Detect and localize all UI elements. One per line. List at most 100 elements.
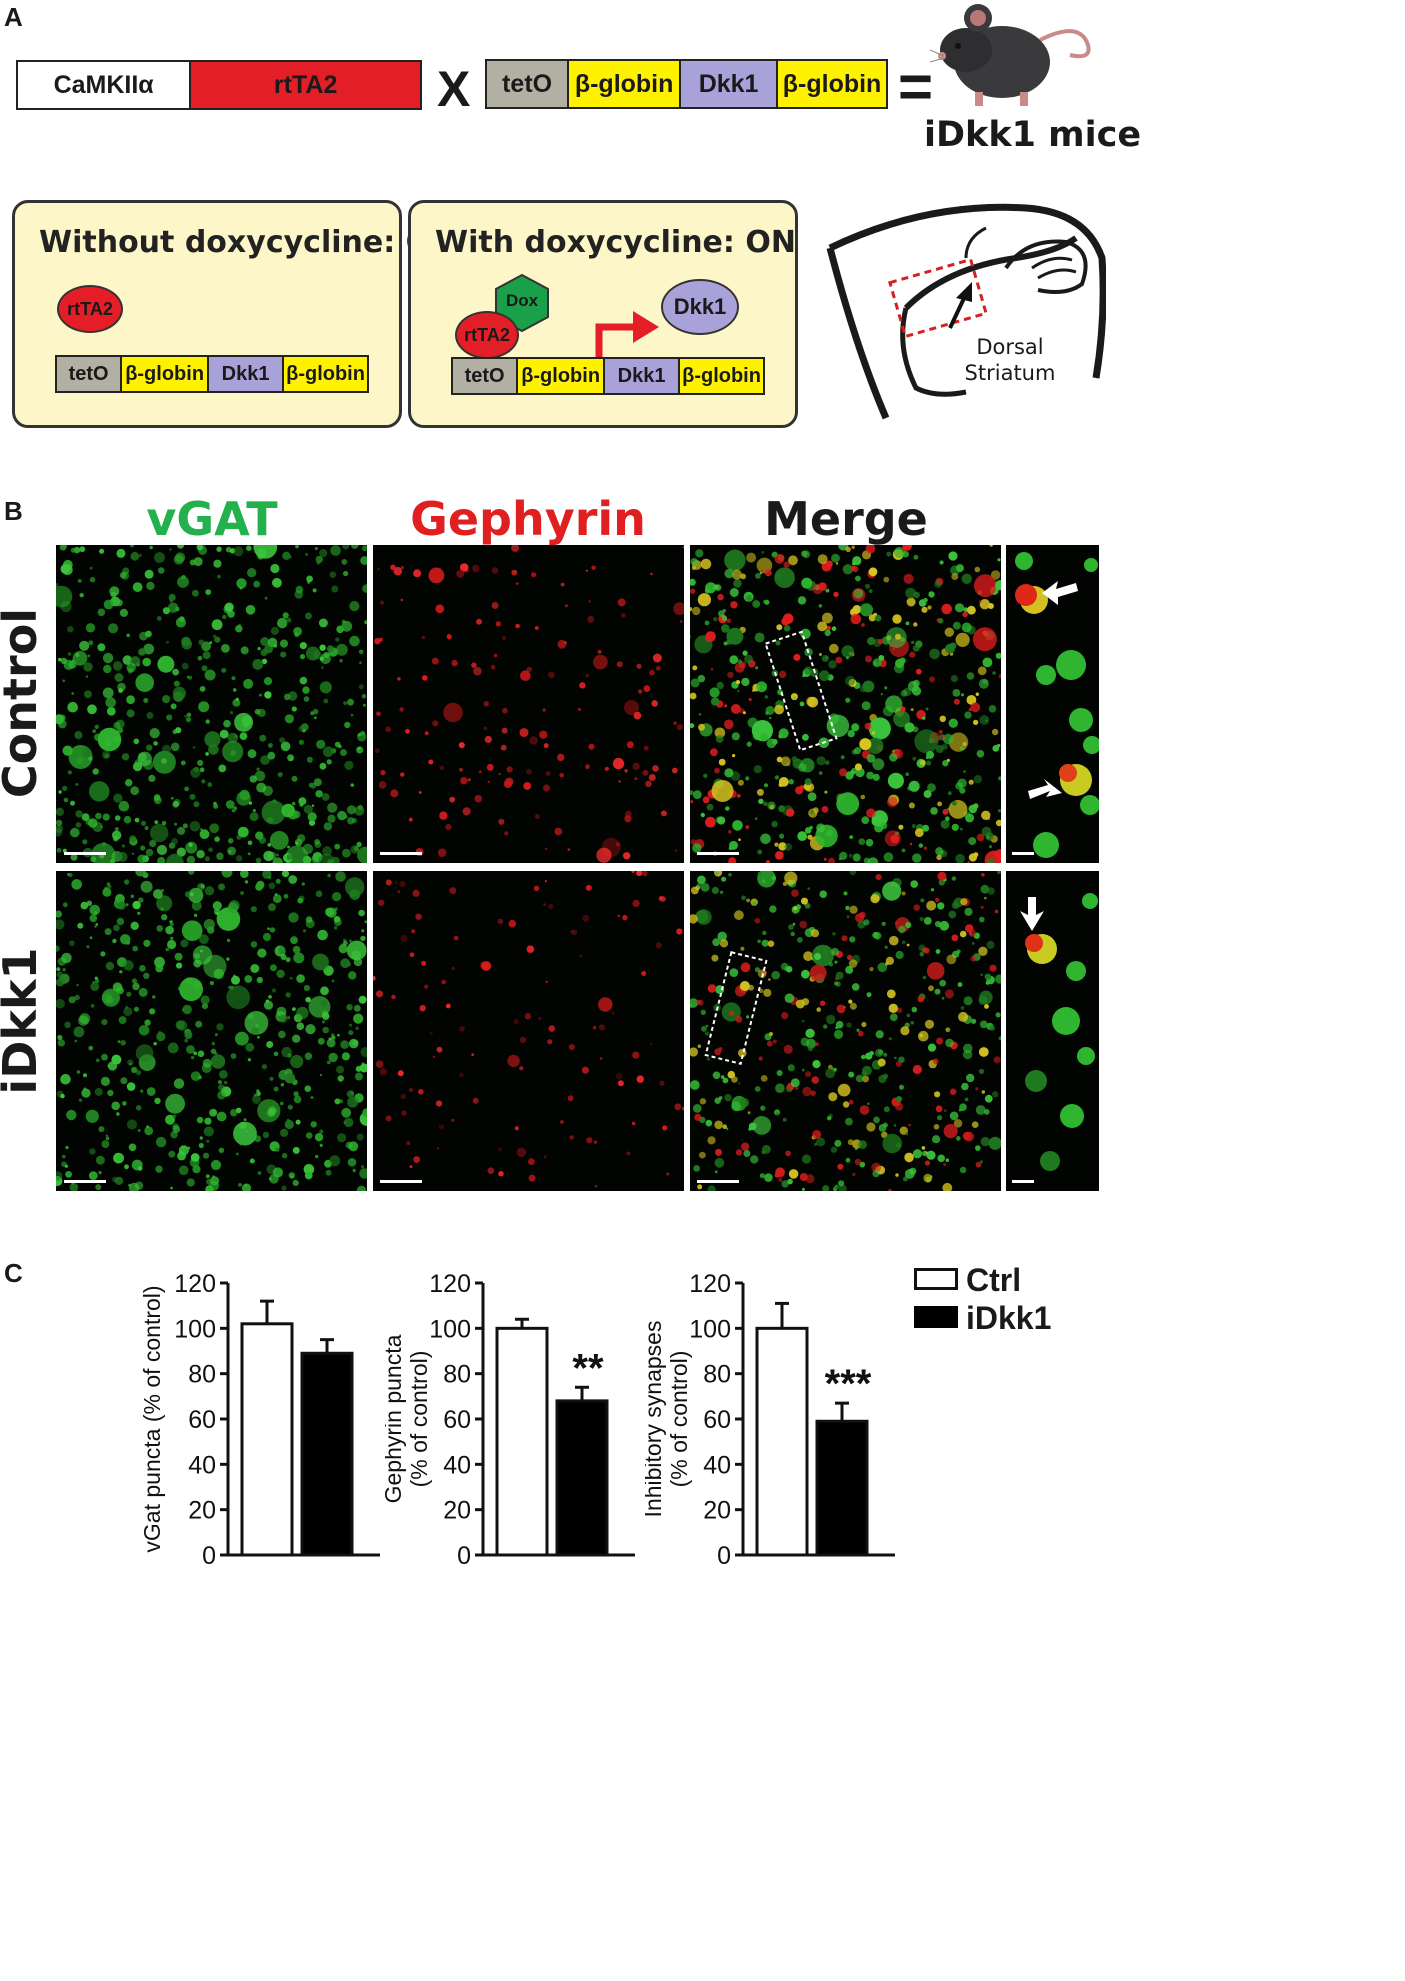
legend-label-idkk1: iDkk1 bbox=[966, 1300, 1052, 1336]
y-tick-label: 80 bbox=[703, 1361, 731, 1389]
bar-ctrl bbox=[240, 1322, 294, 1557]
bar-chart-gephyrin: 0 20 40 60 80 100 120 Gephyrin puncta (% of cont… bbox=[385, 1270, 635, 1565]
off-teto: tetO bbox=[57, 357, 123, 391]
off-state-box: Without doxycycline: OFF rtTA2 tetO β-gl… bbox=[12, 200, 472, 428]
dkk1-segment: Dkk1 bbox=[681, 61, 779, 107]
y-axis-label: Inhibitory synapses bbox=[645, 1321, 666, 1518]
scale-bar bbox=[697, 852, 739, 855]
bar-ctrl bbox=[495, 1326, 549, 1557]
bar-idkk1 bbox=[300, 1351, 354, 1557]
rtta2-protein-on-label: rtTA2 bbox=[464, 324, 510, 345]
panel-label-b: B bbox=[4, 496, 23, 526]
row-label-idkk1: iDkk1 bbox=[0, 947, 47, 1095]
puncta-group bbox=[56, 871, 367, 1191]
dkk1-protein-label: Dkk1 bbox=[673, 294, 727, 319]
y-axis-label: (% of control) bbox=[406, 1351, 432, 1488]
equals-symbol: = bbox=[898, 53, 934, 120]
y-tick-label: 120 bbox=[689, 1270, 731, 1298]
y-tick-label: 100 bbox=[429, 1315, 471, 1343]
puncta-group bbox=[690, 871, 1001, 1191]
legend-label-ctrl: Ctrl bbox=[966, 1262, 1022, 1298]
on-beta-globin-2: β-globin bbox=[680, 359, 763, 393]
scale-bar bbox=[64, 852, 106, 855]
y-tick-label: 0 bbox=[717, 1542, 731, 1565]
y-tick-label: 60 bbox=[443, 1406, 471, 1434]
y-tick-label: 20 bbox=[188, 1497, 216, 1525]
y-tick-label: 40 bbox=[188, 1451, 216, 1479]
scale-bar bbox=[64, 1180, 106, 1183]
y-tick-label: 80 bbox=[188, 1361, 216, 1389]
off-dkk1: Dkk1 bbox=[209, 357, 285, 391]
significance-label: ** bbox=[572, 1346, 604, 1390]
y-tick-label: 0 bbox=[202, 1542, 216, 1565]
scale-bar bbox=[697, 1180, 739, 1183]
off-beta-globin-1: β-globin bbox=[122, 357, 210, 391]
beta-globin-segment-2: β-globin bbox=[778, 61, 886, 107]
micrograph-idkk1-vgat bbox=[56, 871, 367, 1191]
scale-bar bbox=[380, 852, 422, 855]
striatum-label: Striatum bbox=[964, 361, 1056, 385]
off-beta-globin-2: β-globin bbox=[284, 357, 367, 391]
legend-swatch-ctrl bbox=[914, 1268, 958, 1290]
rtta2-protein: rtTA2 bbox=[57, 285, 123, 333]
panel-label-c: C bbox=[4, 1258, 23, 1288]
significance-label: *** bbox=[825, 1362, 872, 1406]
scale-bar bbox=[1012, 852, 1034, 855]
y-tick-label: 40 bbox=[443, 1451, 471, 1479]
brain-sagittal-diagram bbox=[826, 203, 1106, 420]
camkii-promoter: CaMKIIα bbox=[18, 62, 192, 108]
mouse-illustration bbox=[930, 4, 1091, 106]
off-strip: tetO β-globin Dkk1 β-globin bbox=[55, 355, 369, 393]
on-teto: tetO bbox=[453, 359, 519, 393]
y-axis-label: vGat puncta (% of control) bbox=[139, 1285, 165, 1552]
y-tick-label: 60 bbox=[703, 1406, 731, 1434]
y-tick-label: 20 bbox=[443, 1497, 471, 1525]
legend-swatch-idkk1 bbox=[914, 1306, 958, 1328]
column-header-merge: Merge bbox=[764, 492, 928, 546]
camkii-construct: CaMKIIα rtTA2 bbox=[16, 60, 422, 110]
micrograph-idkk1-merge bbox=[690, 871, 1001, 1191]
bar-chart-vgat: 0 20 40 60 80 100 120 vGat puncta (% of control… bbox=[139, 1270, 380, 1565]
dkk1-protein: Dkk1 bbox=[661, 279, 739, 335]
beta-globin-segment-1: β-globin bbox=[569, 61, 682, 107]
micrograph-control-zoom bbox=[1006, 545, 1099, 863]
puncta-group bbox=[690, 545, 1001, 863]
micrograph-idkk1-gephyrin bbox=[373, 871, 684, 1191]
bar-ctrl bbox=[755, 1326, 809, 1557]
y-tick-label: 60 bbox=[188, 1406, 216, 1434]
y-tick-label: 20 bbox=[703, 1497, 731, 1525]
on-strip: tetO β-globin Dkk1 β-globin bbox=[451, 357, 765, 395]
transcription-arrow-icon bbox=[595, 311, 659, 359]
scale-bar bbox=[380, 1180, 422, 1183]
y-tick-label: 40 bbox=[703, 1451, 731, 1479]
y-tick-label: 100 bbox=[174, 1315, 216, 1343]
zoom-region-box bbox=[764, 630, 838, 752]
dorsal-label: Dorsal bbox=[976, 335, 1044, 359]
y-tick-label: 120 bbox=[429, 1270, 471, 1298]
column-header-gephyrin: Gephyrin bbox=[410, 492, 646, 546]
dox-label: Dox bbox=[505, 291, 539, 310]
arrow-icon bbox=[1020, 897, 1044, 931]
micrograph-control-gephyrin bbox=[373, 545, 684, 863]
teto-segment: tetO bbox=[487, 61, 570, 107]
on-dkk1: Dkk1 bbox=[605, 359, 681, 393]
panel-label-a: A bbox=[4, 2, 23, 32]
puncta-group bbox=[373, 871, 684, 1188]
arrow-icon bbox=[1042, 581, 1078, 605]
rtta2-protein-on: rtTA2 bbox=[455, 311, 519, 359]
column-header-vgat: vGAT bbox=[146, 492, 278, 546]
cross-symbol: X bbox=[437, 61, 471, 117]
on-beta-globin-1: β-globin bbox=[518, 359, 606, 393]
rtta2-gene: rtTA2 bbox=[191, 62, 420, 108]
off-state-title: Without doxycycline: OFF bbox=[39, 225, 473, 260]
micrograph-control-vgat bbox=[56, 545, 367, 863]
idkk1-mice-label: iDkk1 mice bbox=[924, 115, 1142, 155]
micrograph-idkk1-zoom bbox=[1006, 871, 1099, 1191]
chart-legend: Ctrl iDkk1 bbox=[914, 1262, 1094, 1342]
bar-idkk1 bbox=[555, 1399, 609, 1557]
y-tick-label: 80 bbox=[443, 1361, 471, 1389]
zoom-region-box-2 bbox=[704, 951, 768, 1065]
y-axis-label: (% of control) bbox=[666, 1351, 692, 1488]
bar-chart-inhibitory-synapses: 0 20 40 60 80 100 120 Inhibitory synapses (% of … bbox=[645, 1270, 895, 1565]
puncta-group bbox=[374, 545, 684, 863]
